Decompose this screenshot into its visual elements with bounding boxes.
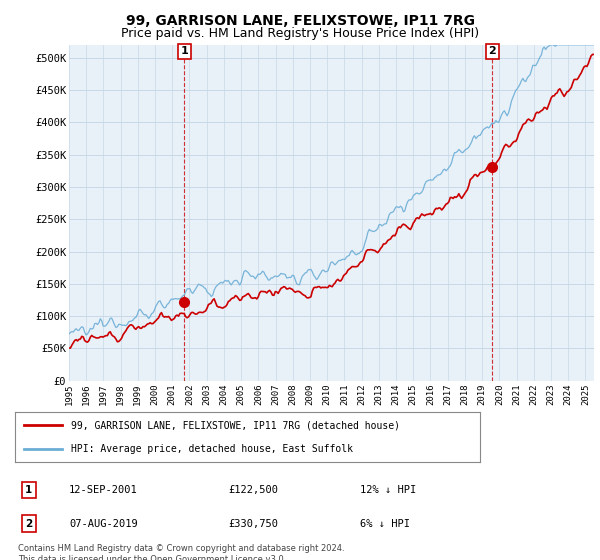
Text: 2: 2 [488,46,496,56]
Text: 99, GARRISON LANE, FELIXSTOWE, IP11 7RG (detached house): 99, GARRISON LANE, FELIXSTOWE, IP11 7RG … [71,420,400,430]
Text: 07-AUG-2019: 07-AUG-2019 [69,519,138,529]
Text: 1: 1 [181,46,188,56]
Text: 2: 2 [25,519,32,529]
Text: £122,500: £122,500 [228,485,278,495]
Text: 12-SEP-2001: 12-SEP-2001 [69,485,138,495]
Text: Price paid vs. HM Land Registry's House Price Index (HPI): Price paid vs. HM Land Registry's House … [121,27,479,40]
Text: 6% ↓ HPI: 6% ↓ HPI [360,519,410,529]
Text: 1: 1 [25,485,32,495]
Text: HPI: Average price, detached house, East Suffolk: HPI: Average price, detached house, East… [71,445,353,454]
Text: 99, GARRISON LANE, FELIXSTOWE, IP11 7RG: 99, GARRISON LANE, FELIXSTOWE, IP11 7RG [125,14,475,28]
Text: £330,750: £330,750 [228,519,278,529]
Text: Contains HM Land Registry data © Crown copyright and database right 2024.
This d: Contains HM Land Registry data © Crown c… [18,544,344,560]
Text: 12% ↓ HPI: 12% ↓ HPI [360,485,416,495]
